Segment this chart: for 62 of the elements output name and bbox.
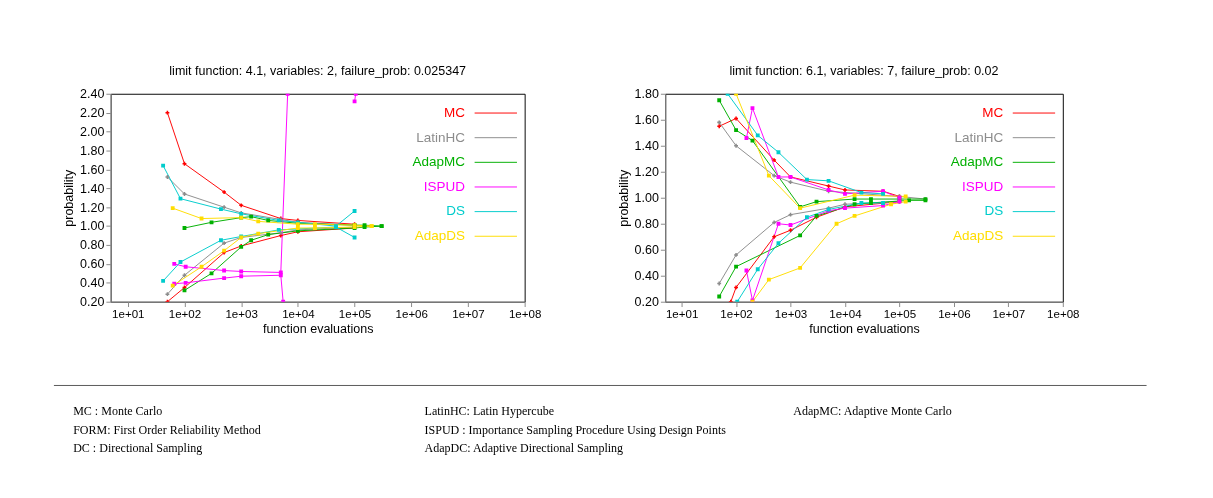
legend-label: AdapMC bbox=[950, 154, 1004, 170]
y-tick-label: 1.20 bbox=[634, 165, 659, 180]
y-tick-label: 0.60 bbox=[80, 257, 105, 272]
x-tick-label: 1e+08 bbox=[1047, 307, 1080, 320]
text: AdapDC: Adaptive Directional Sampling bbox=[424, 440, 624, 455]
x-tick-label: 1e+03 bbox=[225, 307, 258, 320]
x-tick-label: 1e+01 bbox=[112, 307, 145, 320]
x-tick-label: 1e+04 bbox=[829, 307, 863, 320]
x-tick-label: 1e+08 bbox=[508, 307, 542, 320]
x-tick-label: 1e+01 bbox=[665, 307, 699, 320]
x-tick-label: 1e+05 bbox=[883, 307, 917, 320]
legend-label: LatinHC bbox=[416, 129, 466, 145]
x-tick-label: 1e+02 bbox=[720, 307, 753, 320]
x-tick-label: 1e+03 bbox=[774, 307, 808, 320]
x-tick-label: 1e+05 bbox=[338, 307, 372, 320]
x-tick-label: 1e+02 bbox=[168, 307, 202, 320]
legend-label: DS bbox=[446, 203, 465, 219]
y-tick-label: 1.40 bbox=[634, 139, 659, 154]
text: FORM: First Order Reliability Method bbox=[73, 422, 261, 437]
y-tick-label: 0.20 bbox=[80, 295, 105, 310]
legend-label: MC bbox=[444, 104, 466, 120]
legend-label: MC bbox=[982, 104, 1004, 120]
y-tick-label: 0.80 bbox=[634, 217, 659, 232]
y-tick-label: 2.00 bbox=[80, 124, 105, 139]
legend-label: AdapDS bbox=[952, 228, 1004, 244]
y-tick-label: 1.60 bbox=[80, 162, 105, 177]
x-tick-label: 1e+04 bbox=[282, 307, 316, 320]
text: AdapMC: Adaptive Monte Carlo bbox=[793, 404, 952, 419]
y-tick-label: 2.40 bbox=[80, 87, 105, 102]
x-axis-title: function evaluations bbox=[809, 322, 920, 337]
chart-title: limit function: 4.1, variables: 2, failure_prob: 0.025347 bbox=[169, 64, 467, 79]
text: LatinHC: Latin Hypercube bbox=[424, 404, 555, 419]
y-tick-label: 1.40 bbox=[80, 181, 105, 196]
legend-label: ISPUD bbox=[423, 178, 466, 194]
legend-label: AdapMC bbox=[412, 154, 466, 170]
y-tick-label: 0.40 bbox=[634, 269, 659, 284]
chart-title: limit function: 6.1, variables: 7, failure_prob: 0.02 bbox=[729, 64, 999, 79]
legend-label: ISPUD bbox=[961, 178, 1004, 194]
y-tick-label: 0.40 bbox=[80, 276, 105, 291]
text: MC : Monte Carlo bbox=[73, 404, 163, 419]
y-axis-title: probability bbox=[616, 169, 631, 227]
x-axis-title: function evaluations bbox=[262, 322, 374, 337]
x-tick-label: 1e+07 bbox=[452, 307, 485, 320]
y-tick-label: 1.20 bbox=[80, 200, 105, 215]
x-tick-label: 1e+06 bbox=[395, 307, 428, 320]
text: DC : Directional Sampling bbox=[73, 440, 203, 455]
y-tick-label: 1.00 bbox=[634, 191, 659, 206]
y-tick-label: 2.20 bbox=[80, 106, 105, 121]
y-tick-label: 0.20 bbox=[634, 295, 659, 310]
x-tick-label: 1e+07 bbox=[992, 307, 1026, 320]
x-tick-label: 1e+06 bbox=[938, 307, 971, 320]
legend-label: LatinHC bbox=[954, 129, 1004, 145]
y-tick-label: 1.60 bbox=[634, 113, 659, 128]
y-tick-label: 0.60 bbox=[634, 243, 659, 258]
y-tick-label: 0.80 bbox=[80, 238, 105, 253]
legend-label: DS bbox=[984, 203, 1004, 219]
y-tick-label: 1.80 bbox=[634, 87, 659, 102]
text: ISPUD : Importance Sampling Procedure Using Design Points bbox=[424, 422, 727, 437]
y-axis-title: probability bbox=[62, 169, 77, 227]
legend-label: AdapDS bbox=[414, 228, 465, 244]
y-tick-label: 1.00 bbox=[80, 219, 105, 234]
y-tick-label: 1.80 bbox=[80, 143, 105, 158]
